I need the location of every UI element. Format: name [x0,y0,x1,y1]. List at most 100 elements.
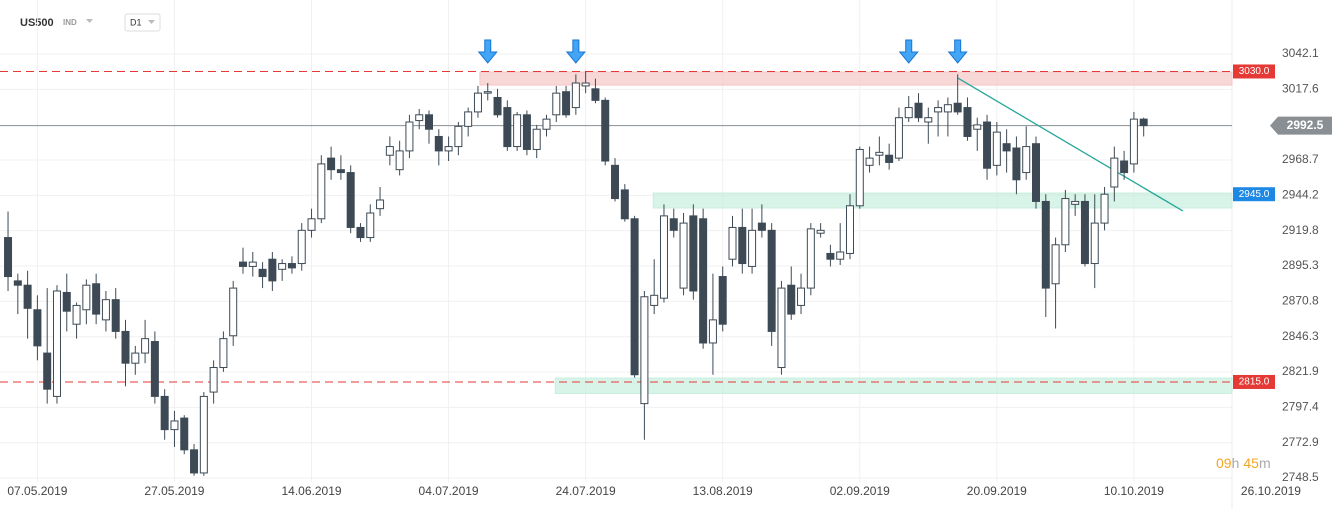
candle-body [963,107,972,137]
x-tick-label: 26.10.2019 [1241,484,1301,498]
candle-body [258,268,267,278]
y-tick-label: 2944.2 [1282,188,1319,202]
candle-body [1032,143,1040,202]
candle-body [199,395,208,474]
candle-body [757,222,766,231]
candle-body [356,226,365,239]
candle-body [150,341,159,397]
candle-body [92,283,101,315]
candle-body [728,226,737,260]
candle-body [1012,147,1021,181]
candle-body [650,294,659,306]
candle-body [503,107,512,148]
zone-label-box [1233,187,1275,202]
candle-body [444,146,453,152]
last-price-label: 2992.5 [1287,118,1324,132]
candle-body [699,218,708,344]
level-label: 2815.0 [1239,377,1270,388]
x-tick-label: 10.10.2019 [1104,484,1164,498]
candle-body [111,299,120,332]
candle-body [268,258,277,282]
candle-body [366,212,375,239]
timeframe-box[interactable] [124,13,161,32]
x-tick-label: 07.05.2019 [7,484,67,498]
candle-body [1071,200,1080,205]
candle-body [1110,157,1119,188]
candle-body [434,135,443,152]
candle-body [679,222,688,289]
zone [479,71,1233,86]
candle-body [493,96,502,116]
candle-body [522,114,531,150]
candle-body [601,99,610,162]
arrow-marker [565,39,586,64]
candle-body [738,226,747,265]
candle-body [581,82,590,87]
candle-body [297,229,306,265]
candle-body [376,199,385,210]
candle-body [552,92,561,116]
x-tick-label: 20.09.2019 [967,484,1027,498]
candle-body [473,92,482,113]
candle-body [904,107,913,119]
dropdown-icon[interactable] [86,19,93,23]
candle-body [816,229,825,234]
y-tick-label: 2870.8 [1282,294,1319,308]
y-tick-label: 2895.3 [1282,258,1319,272]
countdown-part: 09 [1216,455,1232,471]
last-price-box [1270,116,1332,135]
level-label-box [1233,64,1275,79]
candle-body [1129,118,1138,165]
candle-body [43,352,52,390]
candle-body [1080,200,1089,265]
candle-body [170,420,179,431]
candle-body [405,121,414,152]
candle-body [806,228,815,289]
arrow-marker [477,39,498,64]
x-tick-label: 27.05.2019 [144,484,204,498]
candle-body [1139,118,1148,127]
candle-body [385,146,394,156]
candle-body [718,276,727,325]
candle-body [562,91,571,116]
candle-body [513,114,522,148]
candle-body [767,229,776,332]
candle-body [748,229,757,267]
candle-body [307,218,316,231]
candle-body [4,237,13,278]
y-tick-label: 2846.3 [1282,329,1319,343]
candle-body [327,157,336,171]
x-tick-label: 13.08.2019 [693,484,753,498]
candle-body [190,449,199,474]
candle-body [611,164,620,200]
candle-body [620,189,629,220]
y-tick-label: 2772.9 [1282,435,1319,449]
candle-body [278,263,287,270]
candle-body [934,107,943,113]
candle-body [317,163,326,220]
candle-body [180,417,189,451]
countdown: 09h 45m [1216,455,1271,471]
x-tick-label: 14.06.2019 [281,484,341,498]
candle-body [865,157,874,166]
candle-body [346,172,355,228]
candle-body [1051,244,1060,285]
candle-body [23,284,32,309]
countdown-part: m [1259,455,1271,471]
trendline [957,77,1184,212]
candle-body [238,261,247,267]
candle-body [287,263,296,269]
candle-body [659,215,668,299]
arrow-marker [898,39,919,64]
candle-body [82,284,91,311]
x-tick-label: 04.07.2019 [419,484,479,498]
dropdown-icon[interactable] [148,20,155,24]
candle-body [425,114,434,130]
candle-body [62,291,71,312]
candle-body [1022,146,1031,174]
timeframe: D1 [130,17,142,27]
candle-body [836,251,845,260]
zone-label: 2945.0 [1239,189,1270,200]
candle-body [532,128,541,150]
candle-body [689,215,698,292]
